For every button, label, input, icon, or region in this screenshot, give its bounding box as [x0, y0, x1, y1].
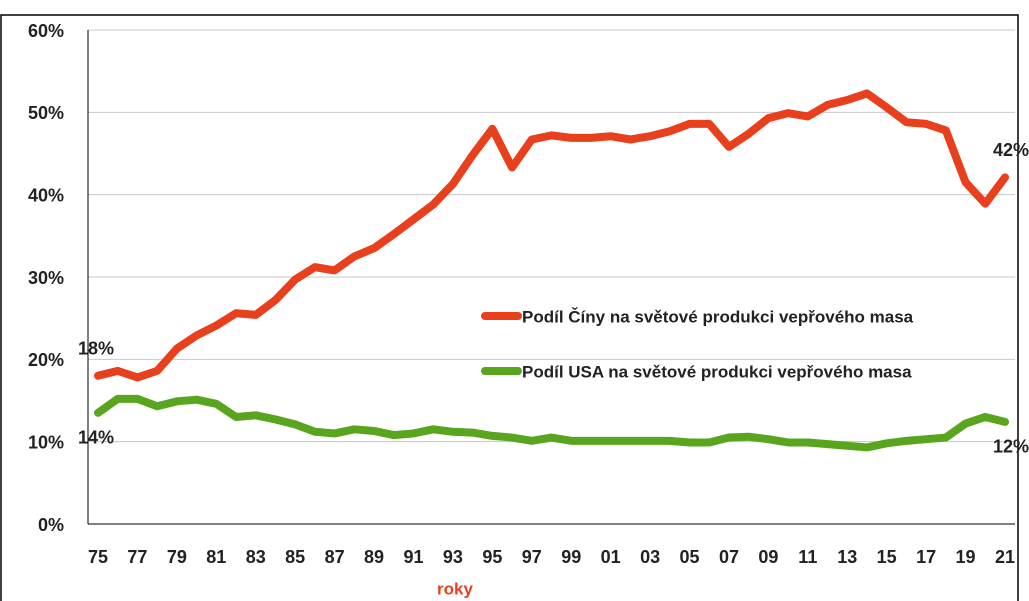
x-tick-label: 01	[601, 547, 621, 567]
x-tick-label: 87	[325, 547, 345, 567]
legend-label: Podíl Číny na světové produkci vepřového…	[522, 307, 914, 326]
x-tick-label: 97	[522, 547, 542, 567]
y-tick-label: 20%	[28, 350, 64, 370]
data-label: 18%	[78, 339, 114, 359]
x-tick-label: 11	[798, 547, 817, 567]
x-tick-label: 03	[640, 547, 660, 567]
x-tick-label: 15	[877, 547, 897, 567]
y-tick-label: 30%	[28, 268, 64, 288]
x-tick-label: 99	[561, 547, 581, 567]
x-tick-label: 07	[719, 547, 739, 567]
y-tick-label: 60%	[28, 21, 64, 41]
x-tick-label: 81	[206, 547, 226, 567]
x-tick-label: 77	[127, 547, 147, 567]
x-tick-label: 83	[246, 547, 266, 567]
y-tick-label: 40%	[28, 185, 64, 205]
x-tick-label: 93	[443, 547, 463, 567]
x-tick-label: 79	[167, 547, 187, 567]
x-tick-label: 19	[956, 547, 976, 567]
data-label: 42%	[993, 140, 1029, 160]
x-tick-label: 21	[995, 547, 1015, 567]
frame	[0, 14, 1019, 601]
x-tick-label: 05	[680, 547, 700, 567]
x-tick-label: 75	[88, 547, 108, 567]
legend-label: Podíl USA na světové produkci vepřového …	[522, 362, 912, 381]
series-line	[94, 394, 1009, 452]
y-tick-label: 10%	[28, 432, 64, 452]
x-tick-label: 95	[482, 547, 502, 567]
y-tick-label: 50%	[28, 103, 64, 123]
x-axis-label: roky	[437, 579, 473, 598]
data-label: 12%	[993, 437, 1029, 457]
x-tick-label: 89	[364, 547, 384, 567]
x-tick-label: 85	[285, 547, 305, 567]
x-tick-label: 17	[916, 547, 936, 567]
x-tick-label: 09	[758, 547, 778, 567]
y-tick-label: 0%	[38, 515, 64, 535]
data-label: 14%	[78, 428, 114, 448]
x-tick-label: 13	[837, 547, 857, 567]
series-line	[94, 89, 1009, 382]
x-tick-label: 91	[403, 547, 423, 567]
